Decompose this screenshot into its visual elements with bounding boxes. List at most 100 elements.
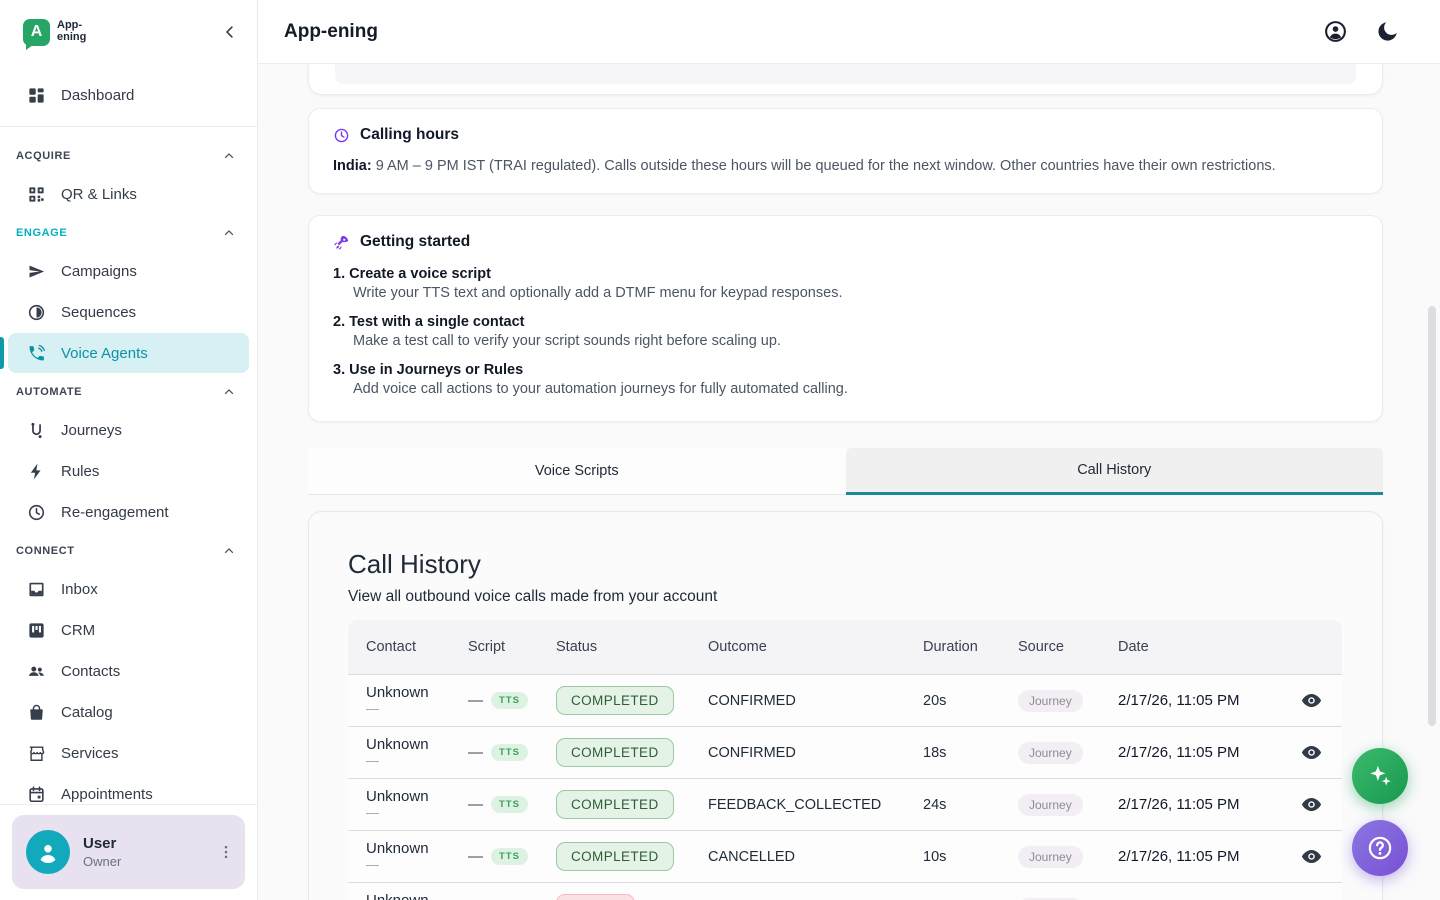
table-row[interactable]: Unknown——TTSCOMPLETEDFEEDBACK_COLLECTED2… xyxy=(348,778,1342,830)
sidebar-collapse-icon[interactable] xyxy=(221,23,239,41)
sidebar-item-contacts[interactable]: Contacts xyxy=(8,651,249,691)
view-call-eye-icon[interactable] xyxy=(1300,689,1323,712)
status-badge: COMPLETED xyxy=(556,842,674,871)
cell-outcome: FEEDBACK_COLLECTED xyxy=(708,797,923,813)
table-row[interactable]: Unknown——TTSCOMPLETEDCONFIRMED18sJourney… xyxy=(348,726,1342,778)
column-header-outcome: Outcome xyxy=(708,639,923,655)
table-header-row: ContactScriptStatusOutcomeDurationSource… xyxy=(348,620,1342,674)
avatar xyxy=(26,830,70,874)
account-icon[interactable] xyxy=(1323,19,1348,44)
column-header-script: Script xyxy=(468,639,556,655)
cell-status: FAILED xyxy=(556,894,708,900)
cell-status: COMPLETED xyxy=(556,790,708,819)
cell-contact: Unknown— xyxy=(348,892,468,900)
tab-voice-scripts[interactable]: Voice Scripts xyxy=(308,448,846,495)
sidebar-item-catalog[interactable]: Catalog xyxy=(8,692,249,732)
cell-status: COMPLETED xyxy=(556,842,708,871)
sidebar-logo-row: A App- ening xyxy=(0,0,257,64)
sidebar-item-services[interactable]: Services xyxy=(8,733,249,773)
sidebar-item-campaigns[interactable]: Campaigns xyxy=(8,251,249,291)
getting-started-card: Getting started 1. Create a voice script… xyxy=(308,215,1383,422)
sequences-icon xyxy=(27,303,46,322)
sidebar-item-inbox[interactable]: Inbox xyxy=(8,569,249,609)
cell-duration: 20s xyxy=(923,693,1018,709)
view-call-eye-icon[interactable] xyxy=(1300,741,1323,764)
sidebar-item-journeys[interactable]: Journeys xyxy=(8,410,249,450)
tts-badge: TTS xyxy=(491,848,528,865)
kanban-board-icon xyxy=(27,621,46,640)
column-header-date: Date xyxy=(1118,639,1281,655)
view-call-eye-icon[interactable] xyxy=(1300,793,1323,816)
sidebar-item-re-engagement[interactable]: Re-engagement xyxy=(8,492,249,532)
scrollbar-thumb[interactable] xyxy=(1428,306,1436,726)
table-row[interactable]: Unknown——TTSCOMPLETEDCONFIRMED20sJourney… xyxy=(348,674,1342,726)
sidebar-item-rules[interactable]: Rules xyxy=(8,451,249,491)
cell-duration: 10s xyxy=(923,849,1018,865)
people-icon xyxy=(27,662,46,681)
cell-status: COMPLETED xyxy=(556,686,708,715)
table-body: Unknown——TTSCOMPLETEDCONFIRMED20sJourney… xyxy=(348,674,1342,900)
sparkles-icon xyxy=(1366,762,1394,790)
tts-badge: TTS xyxy=(491,744,528,761)
sidebar-item-label: CRM xyxy=(61,622,95,639)
sidebar-item-label: Journeys xyxy=(61,422,122,439)
table-row[interactable]: Unknown——TTSCOMPLETEDCANCELLED10sJourney… xyxy=(348,830,1342,882)
call-history-title: Call History xyxy=(348,549,1342,580)
sidebar-divider xyxy=(0,126,257,127)
cell-actions xyxy=(1281,793,1342,816)
user-menu-dots-icon[interactable] xyxy=(217,843,235,861)
cell-duration: 24s xyxy=(923,797,1018,813)
getting-started-steps: 1. Create a voice scriptWrite your TTS t… xyxy=(333,266,1358,397)
step-title: 3. Use in Journeys or Rules xyxy=(333,362,1358,378)
main-area: App-ening Calling hours India: 9 AM – 9 … xyxy=(258,0,1440,900)
sidebar-section-engage[interactable]: ENGAGE xyxy=(0,215,257,251)
contact-phone: — xyxy=(366,753,468,769)
getting-started-step: 3. Use in Journeys or Rules Add voice cal… xyxy=(333,362,1358,397)
contact-name: Unknown xyxy=(366,736,468,753)
calling-hours-title: Calling hours xyxy=(360,126,459,144)
sidebar-section-label: AUTOMATE xyxy=(16,386,82,398)
help-button[interactable] xyxy=(1352,820,1408,876)
sidebar-section-label: CONNECT xyxy=(16,545,75,557)
table-row[interactable]: Unknown——TTSFAILEDNO_ANSWER30sJourney2/1… xyxy=(348,882,1342,900)
sidebar-item-label: Dashboard xyxy=(61,87,134,104)
sidebar-section-connect[interactable]: CONNECT xyxy=(0,533,257,569)
script-name: — xyxy=(468,744,483,761)
cell-source: Journey xyxy=(1018,742,1118,764)
sidebar-item-voice-agents[interactable]: Voice Agents xyxy=(8,333,249,373)
cell-source: Journey xyxy=(1018,690,1118,712)
sidebar-item-qr-links[interactable]: QR & Links xyxy=(8,174,249,214)
contact-phone: — xyxy=(366,701,468,717)
question-circle-icon xyxy=(1366,834,1394,862)
getting-started-step: 2. Test with a single contactMake a test… xyxy=(333,314,1358,349)
scrolled-card-bottom xyxy=(308,64,1383,95)
cell-script: —TTS xyxy=(468,692,556,709)
cell-outcome: CONFIRMED xyxy=(708,745,923,761)
app-logo[interactable]: A App- ening xyxy=(23,19,86,46)
user-card[interactable]: User Owner xyxy=(12,815,245,889)
cell-outcome: CONFIRMED xyxy=(708,693,923,709)
step-description: Add voice call actions to your automatio… xyxy=(353,381,1358,397)
view-call-eye-icon[interactable] xyxy=(1300,845,1323,868)
cell-script: —TTS xyxy=(468,848,556,865)
tab-call-history[interactable]: Call History xyxy=(846,448,1384,495)
tab-bar: Voice ScriptsCall History xyxy=(308,448,1383,495)
source-badge: Journey xyxy=(1018,742,1083,764)
dark-mode-moon-icon[interactable] xyxy=(1375,19,1400,44)
sidebar-item-appointments[interactable]: Appointments xyxy=(8,774,249,804)
sidebar-item-dashboard[interactable]: Dashboard xyxy=(8,75,249,115)
step-description: Write your TTS text and optionally add a… xyxy=(353,285,1358,301)
sidebar-section-automate[interactable]: AUTOMATE xyxy=(0,374,257,410)
contact-phone: — xyxy=(366,805,468,821)
sidebar-section-acquire[interactable]: ACQUIRE xyxy=(0,138,257,174)
sidebar-item-label: Campaigns xyxy=(61,263,137,280)
sidebar-item-label: Sequences xyxy=(61,304,136,321)
sidebar-item-sequences[interactable]: Sequences xyxy=(8,292,249,332)
cell-status: COMPLETED xyxy=(556,738,708,767)
sidebar-item-crm[interactable]: CRM xyxy=(8,610,249,650)
shopping-bag-icon xyxy=(27,703,46,722)
source-badge: Journey xyxy=(1018,690,1083,712)
cell-date: 2/17/26, 11:05 PM xyxy=(1118,692,1281,709)
cell-actions xyxy=(1281,845,1342,868)
ai-assistant-button[interactable] xyxy=(1352,748,1408,804)
